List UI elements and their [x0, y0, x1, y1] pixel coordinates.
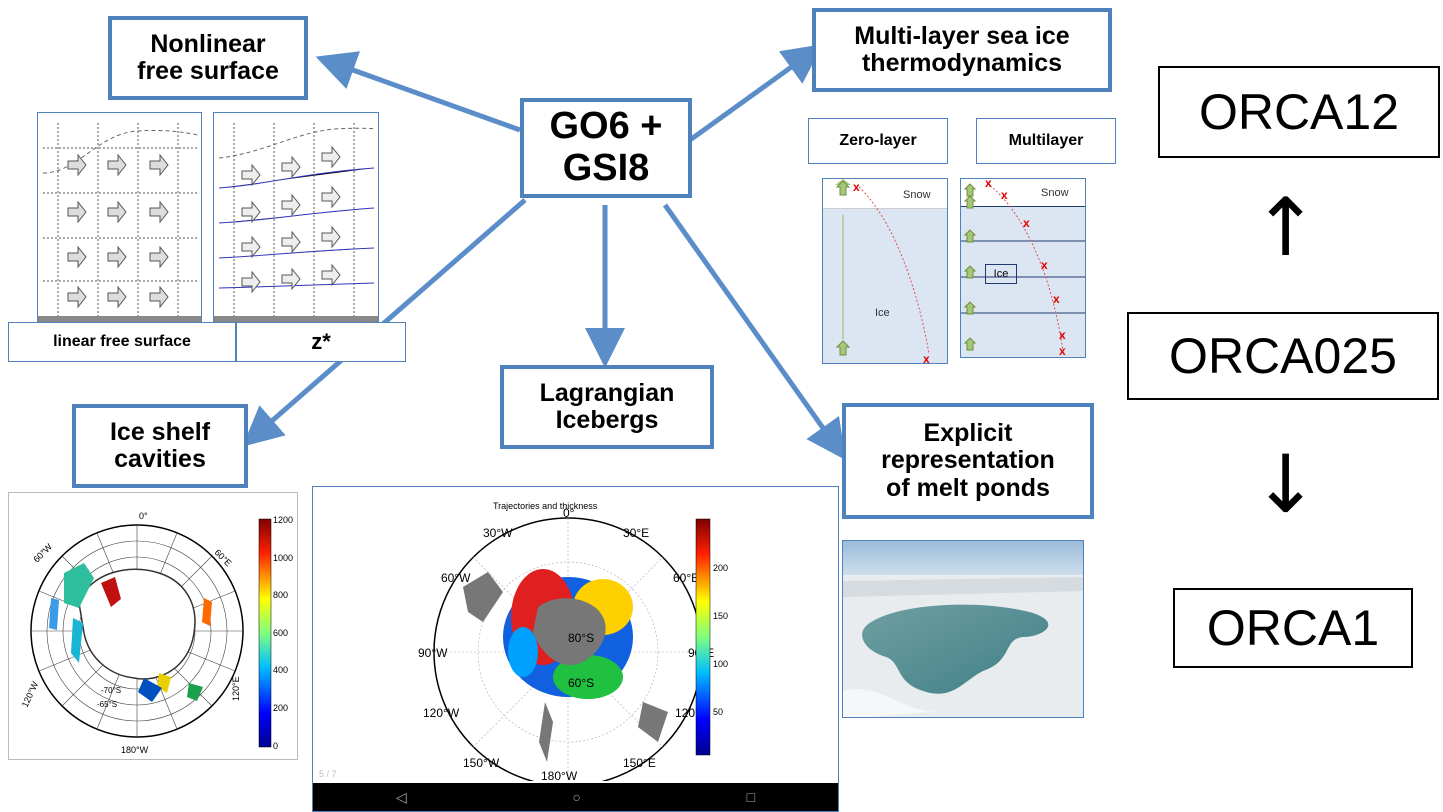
- ice-shelf-cbar-1200: 1200: [273, 515, 293, 525]
- label-multilayer: Multilayer: [976, 118, 1116, 164]
- arrow-up-icon: ↑: [1252, 181, 1320, 274]
- svg-text:x: x: [923, 352, 930, 363]
- iceberg-cbar-100: 100: [713, 659, 728, 669]
- ice-shelf-lon-120e: 120°E: [231, 676, 241, 701]
- resolution-orca025: ORCA025: [1127, 312, 1439, 400]
- android-nav-bar: ◁ ○ □: [313, 783, 838, 811]
- iceberg-lon-150e: 150°E: [623, 756, 656, 770]
- iceberg-lon-150w: 150°W: [463, 756, 500, 770]
- ice-shelf-map: 0° 60°W 60°E 120°W 120°E 180°W -70°S -65…: [8, 492, 298, 760]
- svg-text:x: x: [985, 179, 992, 190]
- resolution-orca1: ORCA1: [1173, 588, 1413, 668]
- zero-layer-diagram: Snow Ice x x: [822, 178, 948, 364]
- svg-text:x: x: [1023, 216, 1030, 230]
- node-multilayer-line1: Multi-layer sea ice: [854, 21, 1070, 50]
- ice-shelf-lon-120w: 120°W: [20, 680, 41, 709]
- iceberg-lat-60: 60°S: [568, 676, 594, 690]
- iceberg-lon-120w: 120°W: [423, 706, 460, 720]
- melt-pond-photo: [842, 540, 1084, 718]
- ice-shelf-cbar-600: 600: [273, 628, 288, 638]
- node-meltponds-line3: of melt ponds: [886, 473, 1050, 502]
- svg-text:x: x: [1059, 328, 1066, 342]
- node-meltponds-line2: representation: [881, 446, 1055, 475]
- arrow-to-multilayer: [688, 44, 824, 143]
- node-nonlinear-free-surface: Nonlinear free surface: [108, 16, 308, 100]
- iceberg-map: Trajectories and thickness 0° 30°W 30°E …: [312, 486, 839, 812]
- iceberg-cbar-200: 200: [713, 563, 728, 573]
- melt-pond-illustration: [843, 541, 1083, 717]
- nav-back-button[interactable]: ◁: [395, 788, 407, 805]
- iceberg-cbar-150: 150: [713, 611, 728, 621]
- ice-shelf-lat-65: -65°S: [97, 700, 117, 709]
- ice-shelf-cbar-200: 200: [273, 703, 288, 713]
- iceberg-lon-60e: 60°E: [673, 571, 699, 585]
- node-nonlinear-line1: Nonlinear: [150, 29, 266, 58]
- arrow-to-nonlinear: [315, 51, 521, 133]
- zstar-figure: [214, 123, 378, 323]
- svg-text:x: x: [853, 180, 860, 194]
- ice-shelf-lon-180w: 180°W: [121, 745, 149, 755]
- ice-shelf-cbar-800: 800: [273, 590, 288, 600]
- linear-free-surface-figure: [38, 123, 201, 323]
- resolution-orca12: ORCA12: [1158, 66, 1440, 158]
- svg-text:x: x: [1053, 292, 1060, 306]
- arrow-to-iceshelf: [242, 198, 527, 447]
- node-ice-shelf-cavities: Ice shelf cavities: [72, 404, 248, 488]
- iceberg-lon-90w: 90°W: [418, 646, 448, 660]
- iceberg-lon-60w: 60°W: [441, 571, 471, 585]
- svg-text:x: x: [1001, 188, 1008, 202]
- node-melt-ponds: Explicit representation of melt ponds: [842, 403, 1094, 519]
- linear-free-surface-schematic: [37, 112, 202, 324]
- iceberg-lon-0: 0°: [563, 506, 575, 520]
- node-lagrangian-line1: Lagrangian: [539, 378, 675, 407]
- iceberg-lon-180w: 180°W: [541, 769, 578, 781]
- iceberg-polar-plot: Trajectories and thickness 0° 30°W 30°E …: [319, 501, 728, 787]
- node-iceshelf-line2: cavities: [114, 445, 206, 473]
- ice-shelf-polar-plot: 0° 60°W 60°E 120°W 120°E 180°W -70°S -65…: [20, 511, 293, 755]
- label-zero-layer: Zero-layer: [808, 118, 948, 164]
- ice-shelf-cbar-1000: 1000: [273, 553, 293, 563]
- iceberg-lat-80: 80°S: [568, 631, 594, 645]
- page-indicator: 5 / 7: [319, 769, 337, 779]
- svg-text:x: x: [1059, 344, 1066, 357]
- multi-snow-layer: [961, 179, 1085, 207]
- ice-shelf-cbar-400: 400: [273, 665, 288, 675]
- ice-shelf-cbar-0: 0: [273, 741, 278, 751]
- zero-layer-profile: x x: [835, 179, 930, 363]
- ice-shelf-lat-70: -70°S: [101, 686, 121, 695]
- arrow-down-icon: ↓: [1252, 438, 1320, 531]
- ice-shelf-lon-60w: 60°W: [31, 541, 54, 564]
- label-zstar: z*: [236, 322, 406, 362]
- arrow-to-meltponds: [662, 203, 846, 461]
- multi-snow-label: Snow: [1041, 187, 1069, 199]
- center-line1: GO6 +: [549, 105, 663, 148]
- label-linear-free-surface: linear free surface: [8, 322, 236, 362]
- iceberg-cbar-50: 50: [713, 707, 723, 717]
- node-nonlinear-line2: free surface: [137, 57, 279, 85]
- zstar-schematic: [213, 112, 379, 324]
- iceberg-title: Trajectories and thickness: [493, 501, 598, 511]
- node-multilayer-line2: thermodynamics: [861, 49, 1063, 77]
- node-lagrangian-line2: Icebergs: [555, 406, 659, 434]
- center-line2: GSI8: [562, 147, 650, 189]
- zero-ice-label: Ice: [875, 307, 890, 319]
- svg-text:x: x: [1041, 258, 1048, 272]
- node-lagrangian-icebergs: Lagrangian Icebergs: [500, 365, 714, 449]
- ice-shelf-lon-0: 0°: [139, 511, 148, 521]
- nav-home-button[interactable]: ○: [572, 789, 581, 805]
- center-node: GO6 + GSI8: [520, 98, 692, 198]
- node-multilayer-sea-ice: Multi-layer sea ice thermodynamics: [812, 8, 1112, 92]
- nav-recent-button[interactable]: □: [746, 789, 756, 805]
- node-iceshelf-line1: Ice shelf: [109, 417, 211, 446]
- zero-snow-label: Snow: [903, 189, 931, 201]
- iceberg-lon-30w: 30°W: [483, 526, 513, 540]
- iceberg-lon-30e: 30°E: [623, 526, 649, 540]
- node-meltponds-line1: Explicit: [923, 418, 1013, 447]
